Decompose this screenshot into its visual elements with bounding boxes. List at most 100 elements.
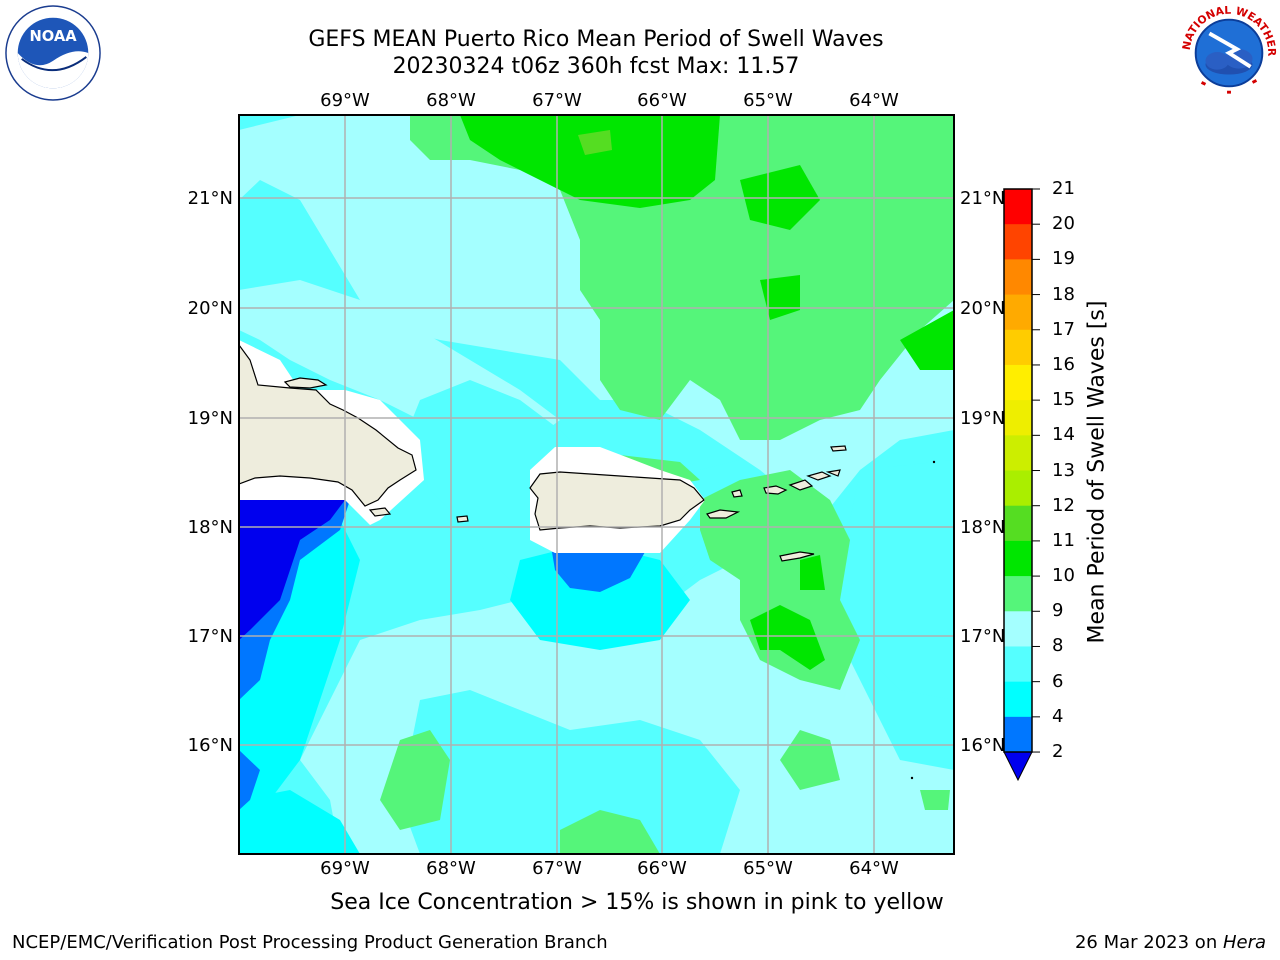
land-anegada	[830, 445, 847, 452]
colorbar-tick-label: 14	[1052, 424, 1075, 446]
lat-labels-right: 21°N 20°N 19°N 18°N 17°N 16°N	[960, 188, 1005, 756]
field-6-8-south	[400, 690, 740, 854]
field-9-10-south-west	[380, 730, 450, 830]
colorbar-swatch	[1004, 294, 1032, 331]
colorbar-swatch	[1004, 681, 1032, 718]
noaa-logo-text: NOAA	[29, 28, 77, 45]
lat-label: 21°N	[960, 188, 1005, 209]
colorbar-swatch	[1004, 716, 1032, 753]
field-4-6-south-puerto-rico	[510, 550, 690, 650]
lat-label: 17°N	[960, 626, 1005, 647]
colorbar-tick-label: 20	[1052, 213, 1075, 235]
field-2-4-bottom	[239, 750, 260, 810]
colorbar-swatch	[1004, 259, 1032, 296]
land-mona	[456, 515, 469, 523]
field-lt2-southwest	[239, 500, 345, 640]
lat-label: 19°N	[188, 408, 233, 429]
date-text: 26 Mar 2023 on	[1074, 932, 1223, 953]
lon-labels-top: 69°W 68°W 67°W 66°W 65°W 64°W	[320, 90, 899, 111]
colorbar-swatch	[1004, 470, 1032, 507]
field-9-10-north	[410, 115, 954, 440]
lat-label: 18°N	[188, 517, 233, 538]
field-9-10-far-east	[920, 790, 950, 810]
colorbar-swatch	[1004, 505, 1032, 542]
lon-labels-bottom: 69°W 68°W 67°W 66°W 65°W 64°W	[320, 858, 899, 879]
field-10-11-north	[460, 115, 720, 208]
map-title: GEFS MEAN Puerto Rico Mean Period of Swe…	[308, 27, 884, 52]
lon-label: 64°W	[849, 90, 899, 111]
graticule	[239, 115, 954, 854]
lon-label: 68°W	[426, 858, 476, 879]
sea-ice-note: Sea Ice Concentration > 15% is shown in …	[330, 890, 944, 915]
land-st-croix	[779, 551, 815, 562]
map-frame	[238, 114, 955, 855]
colorbar-swatch	[1004, 540, 1032, 577]
lon-label: 66°W	[637, 90, 687, 111]
colorbar-tick-label: 17	[1052, 318, 1075, 340]
lon-label: 67°W	[532, 90, 582, 111]
colorbar	[1003, 188, 1040, 782]
field-2-4-south-puerto-rico	[552, 552, 645, 592]
land-tortola	[806, 471, 832, 481]
noaa-logo: NOAA	[5, 5, 101, 101]
land-puerto-rico	[529, 471, 705, 531]
date-line: 26 Mar 2023 on Hera	[1075, 932, 1266, 953]
lon-label: 67°W	[532, 858, 582, 879]
lon-label: 69°W	[320, 90, 370, 111]
colorbar-tick-label: 2	[1052, 741, 1064, 763]
colorbar-tick-label: 13	[1052, 459, 1075, 481]
nws-logo: NATIONAL WEATHER SERVICE	[1180, 4, 1278, 101]
colorbar-tick-label: 4	[1052, 705, 1064, 727]
land-saona	[368, 507, 392, 517]
colorbar-swatch	[1004, 435, 1032, 472]
colorbar-tick-label: 9	[1052, 600, 1064, 622]
land-st-john	[788, 479, 814, 491]
land-sombrero	[932, 460, 936, 464]
land-tortuga	[283, 377, 328, 389]
lon-label: 69°W	[320, 858, 370, 879]
land-culebra	[731, 489, 743, 498]
lon-label: 66°W	[637, 858, 687, 879]
colorbar-swatch	[1004, 646, 1032, 683]
field-4-6-south-bottom	[239, 790, 360, 854]
colorbar-swatch	[1004, 224, 1032, 260]
colorbar-swatch	[1004, 189, 1032, 225]
lon-label: 65°W	[743, 858, 793, 879]
field-10-11-small	[800, 555, 825, 590]
colorbar-tick-label: 12	[1052, 494, 1075, 516]
land-vieques	[706, 509, 741, 519]
credit-line: NCEP/EMC/Verification Post Processing Pr…	[12, 932, 608, 953]
field-8-9-west	[239, 115, 330, 200]
land-st-thomas	[763, 485, 788, 495]
colorbar-tick-label: 8	[1052, 635, 1064, 657]
colorbar-extend-arrow	[1003, 751, 1033, 782]
colorbar-tick-label: 11	[1052, 529, 1075, 551]
lat-label: 19°N	[960, 408, 1005, 429]
colorbar-tick-label: 10	[1052, 565, 1075, 587]
lat-label: 17°N	[188, 626, 233, 647]
colorbar-title: Mean Period of Swell Waves [s]	[1084, 300, 1110, 644]
machine-name: Hera	[1222, 932, 1266, 953]
map-field	[239, 115, 954, 854]
land-virgin-gorda	[825, 469, 841, 477]
colorbar-tick-label: 6	[1052, 670, 1064, 692]
lon-label: 64°W	[849, 858, 899, 879]
lat-labels-left: 21°N 20°N 19°N 18°N 17°N 16°N	[188, 188, 233, 756]
lat-label: 20°N	[188, 298, 233, 319]
colorbar-tick-label: 21	[1052, 178, 1075, 199]
field-9-10-south-mid	[560, 810, 660, 854]
colorbar-swatch	[1004, 400, 1032, 436]
colorbar-swatch	[1004, 329, 1032, 366]
map-subtitle: 20230324 t06z 360h fcst Max: 11.57	[392, 54, 800, 79]
field-11-12-north	[578, 130, 612, 155]
lon-label: 68°W	[426, 90, 476, 111]
colorbar-tick-label: 16	[1052, 353, 1075, 375]
field-6-8-east	[840, 460, 954, 700]
land-hispaniola	[239, 343, 417, 507]
lat-label: 16°N	[188, 735, 233, 756]
field-10-11-far-east	[900, 310, 954, 370]
land-aves	[910, 776, 914, 780]
lon-label: 65°W	[743, 90, 793, 111]
colorbar-tick-label: 18	[1052, 283, 1075, 305]
